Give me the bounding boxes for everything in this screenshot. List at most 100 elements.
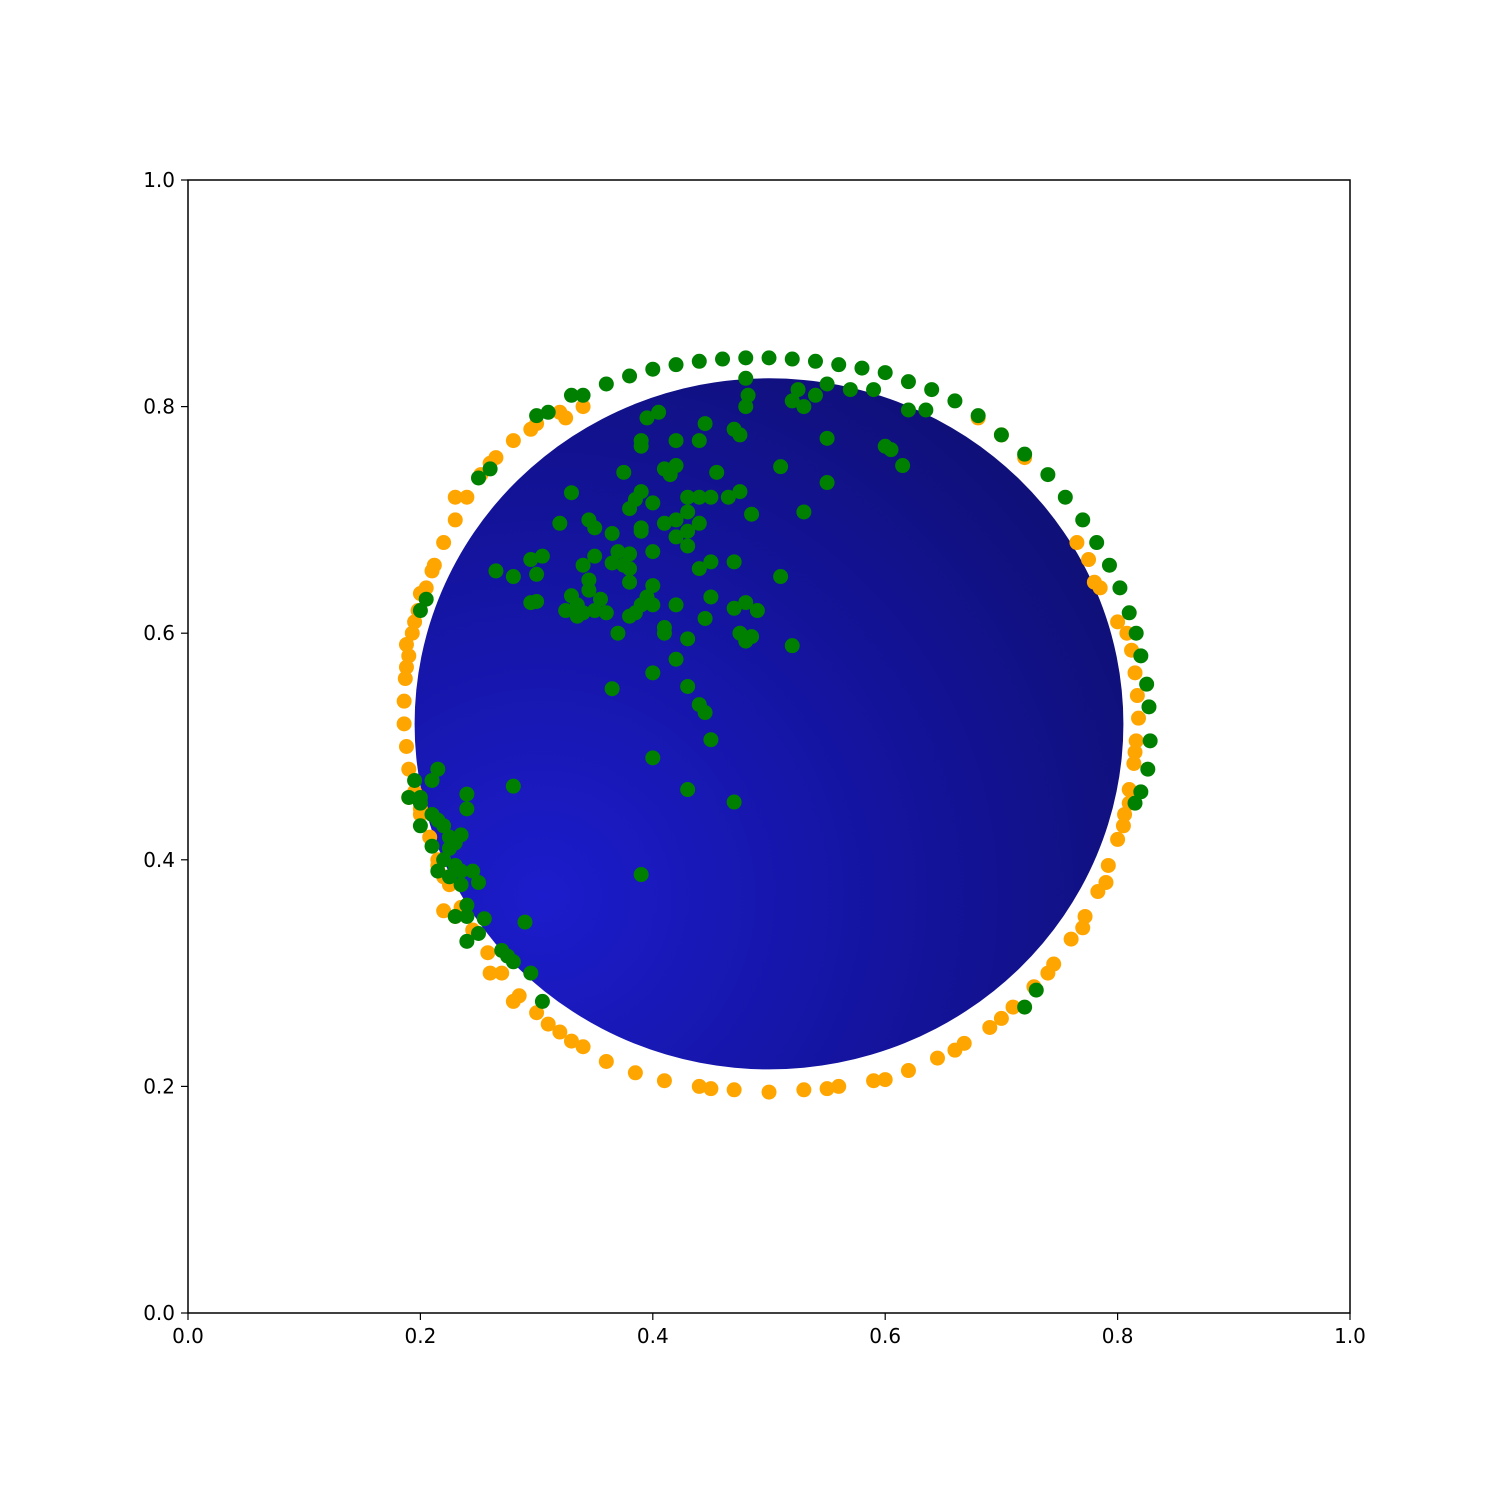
scatter-point [598,605,614,621]
scatter-point [622,501,638,517]
scatter-point [831,1078,847,1094]
scatter-point [563,485,579,501]
scatter-point [1077,908,1093,924]
scatter-point [645,750,661,766]
scatter-point [622,546,638,562]
scatter-point [593,591,609,607]
scatter-point [1081,552,1097,568]
scatter-point [424,838,440,854]
scatter-point [505,993,521,1009]
scatter-point [645,495,661,511]
scatter-point [633,867,649,883]
scatter-point [523,552,539,568]
series-1 [401,350,1158,1015]
scatter-point [866,382,882,398]
scatter-point [668,529,684,545]
scatter-point [680,504,696,520]
scatter-point [790,382,806,398]
scatter-point [703,489,719,505]
scatter-point [523,421,539,437]
scatter-point [691,515,707,531]
scatter-point [598,376,614,392]
scatter-point [691,1078,707,1094]
scatter-point [558,410,574,426]
scatter-point [459,489,475,505]
scatter-point [1040,467,1056,483]
scatter-point [680,489,696,505]
scatter-point [505,569,521,585]
scatter-point [1005,999,1021,1015]
scatter-point [529,566,545,582]
scatter-point [709,464,725,480]
scatter-point [633,597,649,613]
scatter-point [558,603,574,619]
scatter-point [726,600,742,616]
scatter-point [703,589,719,605]
scatter-point [412,603,428,619]
scatter-point [453,877,469,893]
scatter-point [1131,710,1147,726]
scatter-point [465,863,481,879]
scatter-point [575,387,591,403]
scatter-point [1127,795,1143,811]
scatter-point [505,433,521,449]
sphere-surface [414,378,1124,1070]
scatter-point [610,544,626,560]
scatter-point [1129,688,1145,704]
scatter-point [651,404,667,420]
scatter-point [407,772,423,788]
scatter-point [680,678,696,694]
scatter-point [540,404,556,420]
scatter-point [947,393,963,409]
scatter-point [639,410,655,426]
scatter-point [1126,755,1142,771]
scatter-point [819,376,835,392]
scatter-point [505,778,521,794]
scatter-point [796,399,812,415]
scatter-point [691,489,707,505]
scatter-point [604,525,620,541]
scatter-point [581,582,597,598]
scatter-point [784,638,800,654]
scatter-point [581,512,597,528]
scatter-point [523,965,539,981]
scatter-point [900,1063,916,1079]
scatter-point [441,869,457,885]
scatter-point [697,705,713,721]
scatter-point [947,1042,963,1058]
scatter-point [471,925,486,941]
scatter-point [1017,999,1033,1015]
scatter-point [1075,920,1091,936]
scatter-point [575,399,591,415]
scatter-point [645,578,661,594]
scatter-point [773,459,789,475]
scatter-point [819,1081,835,1097]
scatter-point [407,614,423,630]
scatter-point [796,504,812,520]
scatter-point [436,818,452,834]
scatter-point [883,442,899,458]
scatter-point [1115,818,1131,834]
scatter-point [1092,580,1108,596]
axes-frame [187,179,1351,1314]
scatter-point [1127,744,1143,760]
scatter-point [1142,733,1158,749]
scatter-point [587,548,603,564]
y-tick-label: 1.0 [143,168,175,192]
scatter-point [877,365,893,381]
scatter-point [740,387,756,403]
scatter-point [1128,733,1144,749]
scatter-point [529,1005,545,1021]
scatter-point [1069,535,1085,551]
scatter-point [744,506,760,522]
scatter-point [398,637,414,653]
scatter-point [552,1024,568,1040]
scatter-point [459,786,475,802]
scatter-point [401,648,417,664]
scatter-point [622,574,638,590]
scatter-point [697,416,713,432]
scatter-point [436,535,452,551]
scatter-point [459,897,475,913]
scatter-point [726,794,742,810]
scatter-point [604,555,620,571]
